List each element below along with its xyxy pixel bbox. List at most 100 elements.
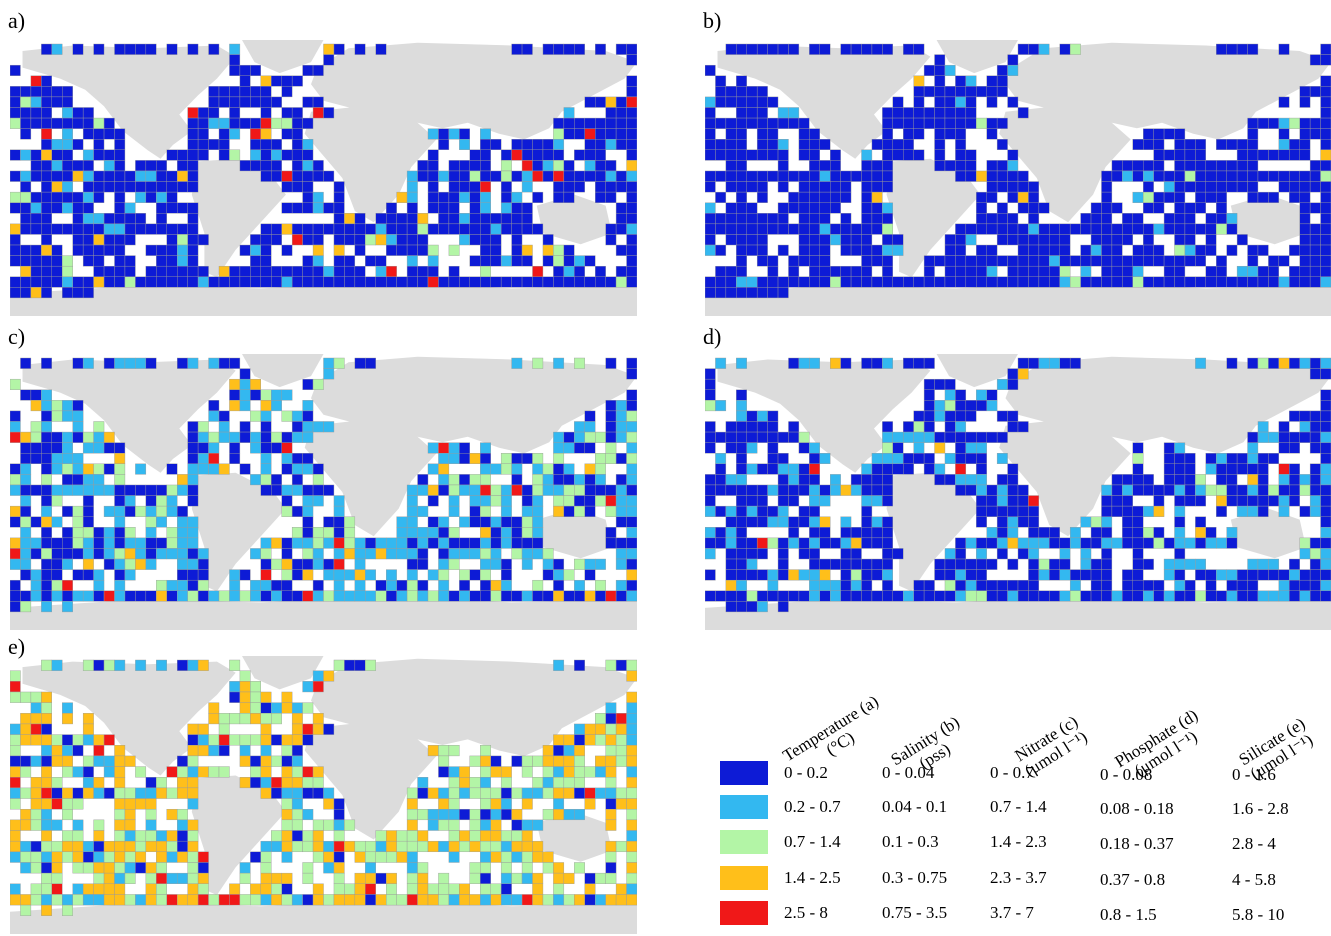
grid-cell-class-1 (10, 755, 21, 767)
grid-cell-class-1 (229, 357, 241, 369)
grid-cell-class-2 (145, 527, 157, 539)
grid-cell-class-4 (396, 191, 408, 203)
grid-cell-class-2 (208, 117, 220, 129)
grid-cell-class-1 (777, 149, 789, 161)
grid-cell-class-1 (1007, 223, 1019, 235)
grid-cell-class-1 (250, 86, 262, 98)
grid-cell-class-2 (386, 569, 397, 581)
grid-cell-class-1 (1216, 505, 1227, 517)
grid-cell-class-1 (746, 170, 758, 182)
grid-cell-class-1 (1257, 191, 1269, 203)
grid-cell-class-3 (469, 474, 481, 486)
grid-cell-class-1 (955, 548, 967, 560)
grid-cell-class-3 (438, 569, 450, 581)
grid-cell-class-1 (746, 516, 758, 528)
grid-cell-class-1 (615, 96, 627, 108)
grid-cell-class-2 (291, 787, 303, 799)
grid-cell-class-3 (1299, 484, 1311, 496)
grid-cell-class-1 (1028, 357, 1040, 369)
grid-cell-class-4 (197, 766, 209, 778)
grid-cell-class-1 (736, 389, 747, 401)
grid-cell-class-1 (1090, 537, 1102, 549)
grid-cell-class-1 (62, 191, 73, 203)
grid-cell-class-4 (459, 894, 471, 906)
grid-cell-class-2 (584, 421, 596, 433)
grid-cell-class-1 (30, 149, 42, 161)
grid-cell-class-1 (532, 590, 544, 602)
grid-cell-class-1 (715, 223, 727, 235)
grid-cell-class-2 (135, 659, 147, 671)
grid-cell-class-1 (375, 276, 387, 288)
grid-cell-class-1 (1320, 75, 1331, 87)
grid-cell-class-1 (605, 484, 617, 496)
grid-cell-class-1 (1017, 579, 1029, 591)
grid-cell-class-2 (229, 579, 241, 591)
grid-cell-class-1 (736, 75, 747, 87)
grid-cell-class-4 (1017, 191, 1029, 203)
grid-cell-class-3 (41, 840, 53, 853)
grid-cell-class-2 (595, 766, 606, 778)
grid-cell-class-2 (82, 357, 94, 369)
grid-cell-class-1 (103, 117, 115, 129)
grid-cell-class-1 (1195, 516, 1206, 528)
grid-cell-class-2 (532, 505, 544, 517)
grid-cell-class-1 (1153, 276, 1165, 288)
grid-cell-class-1 (563, 160, 575, 172)
grid-cell-class-1 (1195, 181, 1206, 193)
grid-cell-class-2 (62, 400, 73, 412)
grid-cell-class-1 (1289, 357, 1300, 369)
grid-cell-class-1 (777, 287, 789, 299)
grid-cell-class-2 (553, 484, 565, 496)
grid-cell-class-2 (156, 830, 167, 842)
grid-cell-class-1 (756, 149, 768, 161)
grid-cell-class-1 (1101, 265, 1113, 277)
grid-cell-class-1 (1320, 255, 1331, 267)
grid-cell-class-1 (1320, 410, 1331, 422)
grid-cell-class-2 (1163, 181, 1175, 193)
legend-cell: 0.08 - 0.18 (1100, 799, 1174, 818)
grid-cell-class-2 (82, 777, 94, 789)
grid-cell-class-3 (51, 840, 63, 853)
grid-cell-class-1 (1163, 213, 1175, 225)
grid-cell-class-1 (705, 170, 716, 182)
grid-cell-class-3 (532, 755, 544, 767)
grid-cell-class-1 (777, 276, 789, 288)
grid-cell-class-2 (156, 548, 167, 560)
grid-cell-class-2 (93, 442, 105, 454)
grid-cell-class-1 (871, 527, 883, 539)
grid-cell-class-1 (1257, 505, 1269, 517)
grid-cell-class-1 (480, 139, 491, 151)
grid-cell-class-1 (798, 463, 810, 475)
grid-cell-class-1 (197, 442, 209, 454)
grid-cell-class-1 (955, 128, 967, 140)
grid-cell-class-1 (30, 160, 42, 172)
grid-cell-class-3 (72, 516, 84, 528)
grid-cell-class-1 (344, 265, 356, 277)
grid-cell-class-1 (1101, 495, 1113, 507)
grid-cell-class-1 (923, 265, 935, 277)
grid-cell-class-4 (344, 213, 356, 225)
grid-cell-class-2 (819, 453, 831, 465)
grid-cell-class-1 (62, 86, 73, 98)
grid-cell-class-1 (923, 400, 935, 412)
grid-cell-class-1 (1132, 463, 1144, 475)
grid-cell-class-1 (705, 213, 716, 225)
grid-cell-class-1 (302, 453, 314, 465)
grid-cell-class-1 (20, 569, 32, 581)
grid-cell-class-1 (438, 276, 450, 288)
grid-cell-class-1 (777, 213, 789, 225)
grid-cell-class-2 (829, 590, 841, 602)
panel-label-e: e) (8, 634, 26, 659)
grid-cell-class-4 (542, 851, 554, 863)
grid-cell-class-1 (986, 505, 998, 517)
grid-cell-class-2 (291, 894, 303, 906)
grid-cell-class-1 (944, 234, 956, 246)
grid-cell-class-3 (469, 830, 481, 842)
grid-cell-class-1 (511, 819, 523, 831)
land-mass (242, 40, 324, 74)
grid-cell-class-1 (41, 357, 53, 369)
grid-cell-class-1 (965, 96, 977, 108)
grid-cell-class-1 (218, 410, 230, 422)
grid-cell-class-1 (271, 484, 282, 496)
grid-cell-class-1 (1236, 181, 1248, 193)
